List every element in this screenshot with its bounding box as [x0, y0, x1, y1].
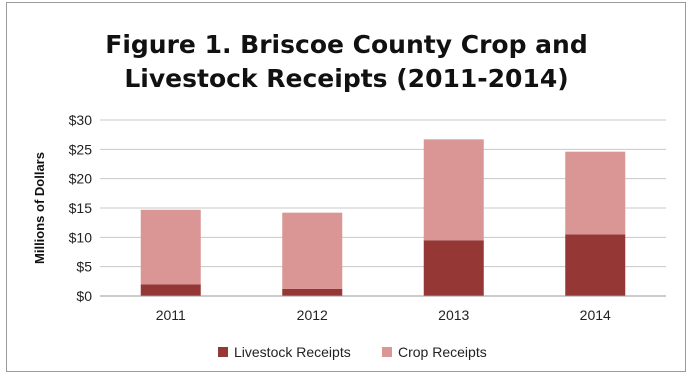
bar-livestock-receipts-2012 — [282, 288, 343, 296]
x-tick-label: 2014 — [580, 307, 611, 323]
legend-swatch — [382, 347, 392, 357]
legend: Livestock Receipts Crop Receipts — [218, 344, 487, 360]
chart-title: Figure 1. Briscoe County Crop and Livest… — [0, 28, 693, 96]
y-tick-label: $10 — [69, 229, 93, 245]
x-axis-ticks: 2011 2012 2013 2014 — [156, 307, 611, 323]
y-axis-ticks: $0 $5 $10 $15 $20 $25 $30 — [69, 112, 93, 304]
y-tick-label: $25 — [69, 141, 93, 157]
y-tick-label: $15 — [69, 200, 93, 216]
chart-title-line-2: Livestock Receipts (2011-2014) — [124, 64, 569, 93]
bar-crop-receipts-2014 — [565, 151, 626, 235]
legend-swatch — [218, 347, 228, 357]
x-tick-label: 2013 — [438, 307, 469, 323]
x-tick-label: 2012 — [297, 307, 328, 323]
bar-crop-receipts-2013 — [423, 139, 484, 241]
bar-crop-receipts-2011 — [140, 209, 201, 285]
bar-livestock-receipts-2013 — [423, 240, 484, 296]
y-tick-label: $5 — [76, 259, 92, 275]
x-tick-label: 2011 — [156, 307, 186, 323]
legend-label: Crop Receipts — [398, 344, 487, 360]
y-tick-label: $30 — [69, 112, 93, 128]
y-tick-label: $20 — [69, 171, 93, 187]
bars — [140, 139, 626, 296]
bar-livestock-receipts-2014 — [565, 234, 626, 296]
bar-crop-receipts-2012 — [282, 212, 343, 289]
bar-livestock-receipts-2011 — [140, 284, 201, 296]
legend-label: Livestock Receipts — [234, 344, 351, 360]
chart-title-line-1: Figure 1. Briscoe County Crop and — [105, 30, 588, 59]
y-tick-label: $0 — [76, 288, 92, 304]
y-axis-label: Millions of Dollars — [32, 152, 47, 264]
